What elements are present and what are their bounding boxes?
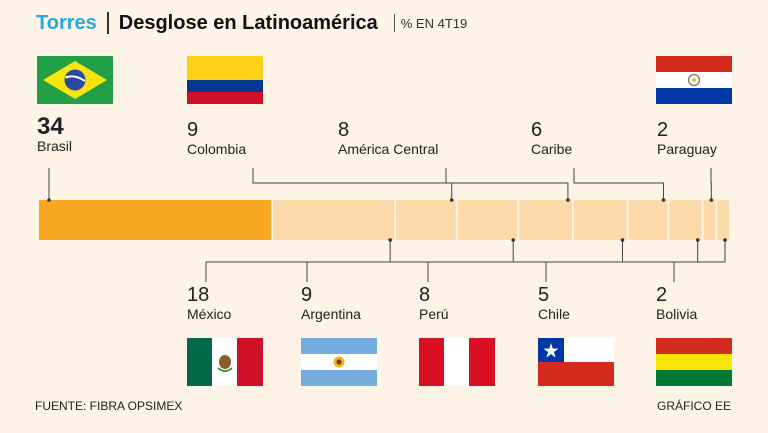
- leader-line-bolivia: [673, 240, 726, 282]
- name-colombia: Colombia: [187, 141, 247, 157]
- bar-segment-colombia: [396, 200, 456, 240]
- chile-flag-icon: [538, 338, 614, 386]
- leader-dot-paraguay: [709, 198, 714, 202]
- chart-subtitle: % EN 4T19: [400, 15, 468, 31]
- bar-segment-paraguay: [703, 200, 716, 240]
- bolivia-flag-icon: [656, 338, 732, 386]
- header: Torres Desglose en Latinoamérica % EN 4T…: [36, 9, 467, 37]
- value-chile: 5: [538, 284, 550, 306]
- bar-segment-chile: [669, 200, 702, 240]
- leader-dot-argentina: [511, 238, 515, 242]
- bar-segment-brasil: [39, 200, 272, 240]
- label-brasil: 34 Brasil: [37, 113, 73, 155]
- name-peru: Perú: [419, 306, 449, 322]
- bar-segment-caribe: [628, 200, 668, 240]
- name-argentina: Argentina: [301, 306, 361, 322]
- leader-dot-brasil: [47, 198, 51, 202]
- bar-segment-mexico: [273, 200, 395, 240]
- name-mexico: México: [187, 306, 232, 322]
- label-colombia: 9 Colombia: [187, 119, 246, 157]
- leader-dot-chile: [695, 238, 700, 242]
- peru-flag-icon: [419, 338, 495, 386]
- leader-line-chile: [545, 240, 699, 282]
- bar-segment-argentina: [457, 200, 518, 240]
- value-paraguay: 2: [657, 119, 669, 141]
- value-caribe: 6: [531, 119, 543, 141]
- label-chile: 5 Chile: [538, 284, 570, 322]
- value-bolivia: 2: [656, 284, 668, 306]
- label-mexico: 18 México: [187, 284, 231, 322]
- value-brasil: 34: [37, 113, 64, 140]
- name-chile: Chile: [538, 306, 570, 322]
- label-peru: 8 Perú: [419, 284, 449, 322]
- name-brasil: Brasil: [37, 138, 73, 154]
- value-mexico: 18: [187, 284, 210, 306]
- label-paraguay: 2 Paraguay: [657, 119, 717, 157]
- source-note: FUENTE: FIBRA OPSIMEX: [35, 399, 183, 413]
- label-argentina: 9 Argentina: [301, 284, 361, 322]
- value-america-central: 8: [338, 119, 350, 141]
- name-caribe: Caribe: [531, 141, 573, 157]
- bar-segment-america-central: [519, 200, 572, 240]
- leader-dot-caribe: [661, 198, 666, 202]
- chart-title: Desglose en Latinoamérica: [118, 11, 378, 34]
- subtitle-divider: [393, 14, 395, 32]
- label-america-central: 8 América Central: [338, 119, 438, 157]
- label-bolivia: 2 Bolivia: [656, 284, 697, 322]
- leader-line-argentina: [306, 240, 514, 282]
- leader-dot-peru: [620, 238, 625, 242]
- bar-segment-bolivia: [717, 200, 729, 240]
- argentina-flag-icon: [301, 338, 377, 386]
- name-america-central: América Central: [338, 141, 439, 157]
- leader-line-caribe: [573, 168, 664, 200]
- leader-line-colombia: [252, 168, 453, 200]
- paraguay-flag-icon: [656, 56, 732, 104]
- leader-dot-america-central: [566, 198, 570, 202]
- label-caribe: 6 Caribe: [531, 119, 572, 157]
- value-colombia: 9: [187, 119, 199, 141]
- leader-line-peru: [427, 240, 623, 282]
- bar-segment-peru: [573, 200, 627, 240]
- brazil-flag-icon: [37, 56, 113, 104]
- value-peru: 8: [419, 284, 431, 306]
- credit-note: GRÁFICO EE: [656, 399, 731, 413]
- value-argentina: 9: [301, 284, 313, 306]
- name-paraguay: Paraguay: [657, 141, 717, 157]
- leader-dot-mexico: [388, 238, 393, 242]
- brand-label: Torres: [36, 11, 97, 34]
- leader-dot-colombia: [449, 198, 454, 202]
- name-bolivia: Bolivia: [656, 306, 698, 322]
- mexico-flag-icon: [187, 338, 263, 386]
- leader-dot-bolivia: [723, 238, 727, 242]
- leader-line-america-central: [445, 168, 569, 200]
- header-divider: [106, 12, 109, 34]
- colombia-flag-icon: [187, 56, 263, 104]
- leader-line-mexico: [205, 240, 391, 282]
